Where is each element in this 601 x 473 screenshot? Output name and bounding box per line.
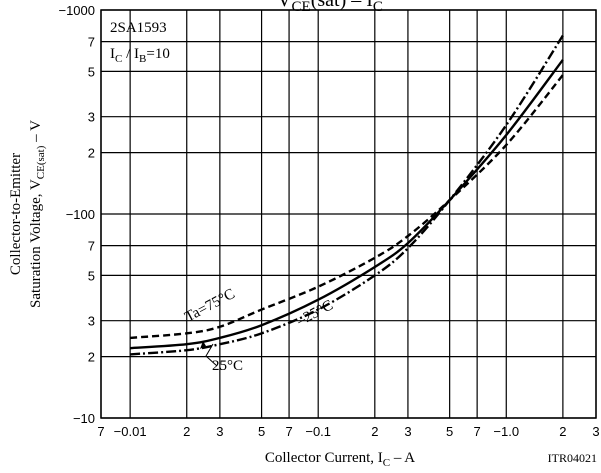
y-tick-label: 5 — [88, 64, 95, 79]
y-tick-label: 2 — [88, 146, 95, 161]
x-tick-label: 3 — [592, 424, 599, 439]
y-tick-label: −10 — [73, 411, 95, 426]
x-tick-label: 2 — [559, 424, 566, 439]
x-tick-label: 7 — [285, 424, 292, 439]
condition-label: IC / IB=10 — [110, 46, 170, 65]
x-tick-label: −0.1 — [305, 424, 331, 439]
y-tick-label: 2 — [88, 350, 95, 365]
y-axis-label: Saturation Voltage, VCE(sat) – V — [28, 120, 47, 308]
series-label: Ta=75°C — [182, 286, 237, 326]
plot-frame — [100, 9, 597, 419]
figure-code: ITR04021 — [548, 451, 597, 465]
y-tick-label: 7 — [88, 239, 95, 254]
y-tick-label: 7 — [88, 35, 95, 50]
arrow-head — [200, 341, 206, 349]
x-tick-label: 7 — [97, 424, 104, 439]
x-tick-label: −1.0 — [493, 424, 519, 439]
y-tick-label: −1000 — [58, 3, 95, 18]
chart-title: VCE(sat) – IC — [277, 0, 383, 15]
series-line — [130, 59, 564, 350]
y-tick-label: 3 — [88, 110, 95, 125]
series-line — [130, 34, 564, 356]
y-tick-label: −100 — [66, 207, 95, 222]
x-tick-label: 5 — [446, 424, 453, 439]
x-tick-label: 5 — [258, 424, 265, 439]
series-line — [130, 74, 564, 340]
x-tick-label: 2 — [183, 424, 190, 439]
y-tick-label: 5 — [88, 268, 95, 283]
x-tick-label: 7 — [474, 424, 481, 439]
y-tick-label: 3 — [88, 314, 95, 329]
y-axis-label: Collector-to-Emitter — [8, 153, 24, 275]
x-tick-label: 2 — [371, 424, 378, 439]
x-tick-label: 3 — [404, 424, 411, 439]
x-tick-label: 3 — [216, 424, 223, 439]
x-tick-label: −0.01 — [114, 424, 147, 439]
series-label: 25°C — [212, 358, 243, 374]
x-axis-label: Collector Current, IC – A — [265, 450, 415, 469]
device-label: 2SA1593 — [110, 20, 167, 36]
